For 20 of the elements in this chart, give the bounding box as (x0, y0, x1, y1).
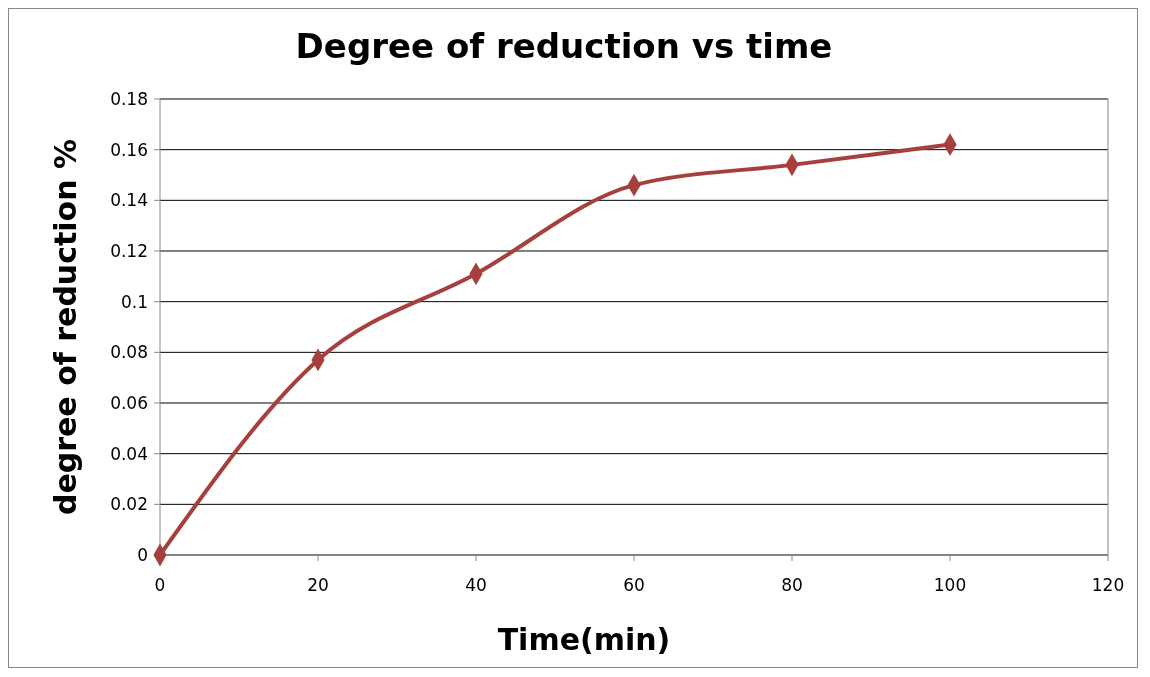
y-tick-label: 0.18 (110, 89, 148, 109)
y-tick-label: 0.12 (110, 241, 148, 261)
y-tick-label: 0.08 (110, 342, 148, 363)
x-tick-label: 40 (465, 575, 487, 595)
x-tick-label: 80 (781, 575, 803, 595)
y-tick-label: 0.06 (110, 393, 148, 413)
y-tick-label: 0.14 (110, 190, 148, 211)
y-tick-label: 0 (137, 545, 148, 565)
x-axis-title: Time(min) (497, 622, 671, 657)
chart-title: Degree of reduction vs time (295, 26, 833, 66)
y-axis-title: degree of reduction % (48, 138, 83, 516)
y-tick-label: 0.16 (110, 139, 148, 160)
x-tick-label: 20 (307, 575, 329, 595)
y-tick-label: 0.02 (110, 494, 148, 515)
x-tick-label: 0 (154, 575, 166, 595)
x-tick-label: 120 (1091, 575, 1125, 595)
x-tick-label: 100 (933, 575, 967, 595)
x-tick-label: 60 (623, 575, 645, 595)
y-tick-label: 0.1 (120, 291, 148, 312)
y-tick-label: 0.04 (110, 443, 148, 464)
